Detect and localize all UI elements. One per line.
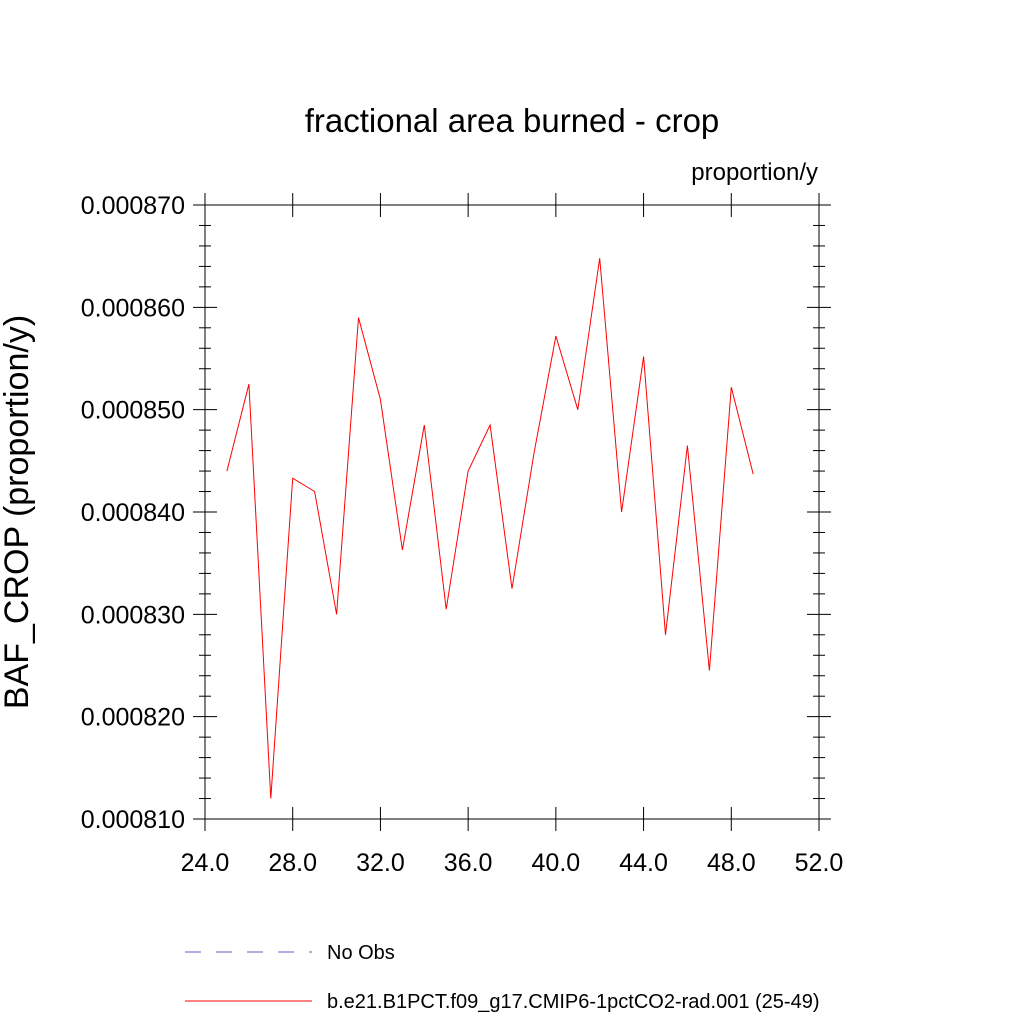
y-tick-label: 0.000820 bbox=[81, 704, 185, 732]
legend-label: b.e21.B1PCT.f09_g17.CMIP6-1pctCO2-rad.00… bbox=[327, 991, 820, 1013]
x-tick-label: 40.0 bbox=[532, 849, 581, 877]
y-tick-label: 0.000830 bbox=[81, 601, 185, 629]
y-tick-label: 0.000810 bbox=[81, 806, 185, 834]
y-tick-label: 0.000850 bbox=[81, 397, 185, 425]
units-label: proportion/y bbox=[691, 159, 818, 186]
legend: No Obs b.e21.B1PCT.f09_g17.CMIP6-1pctCO2-… bbox=[185, 942, 820, 1013]
x-axis-ticks: 24.0 28.0 32.0 36.0 40.0 44.0 48.0 52.0 bbox=[181, 193, 844, 877]
x-tick-label: 24.0 bbox=[181, 849, 230, 877]
x-tick-label: 52.0 bbox=[795, 849, 844, 877]
y-axis-label: BAF_CROP (proportion/y) bbox=[0, 315, 36, 709]
x-tick-label: 32.0 bbox=[356, 849, 405, 877]
y-tick-label: 0.000860 bbox=[81, 294, 185, 322]
y-tick-label: 0.000840 bbox=[81, 499, 185, 527]
x-tick-label: 36.0 bbox=[444, 849, 493, 877]
series-line bbox=[226, 258, 754, 799]
y-axis-ticks: 0.000810 0.000820 0.000830 0.000840 0.000850… bbox=[81, 192, 831, 834]
plot-frame bbox=[204, 204, 820, 820]
legend-label: No Obs bbox=[327, 942, 395, 964]
y-tick-label: 0.000870 bbox=[81, 192, 185, 220]
x-tick-label: 44.0 bbox=[619, 849, 668, 877]
chart-title: fractional area burned - crop bbox=[305, 102, 720, 139]
x-tick-label: 28.0 bbox=[268, 849, 317, 877]
x-tick-label: 48.0 bbox=[707, 849, 756, 877]
series-layer bbox=[226, 258, 754, 799]
